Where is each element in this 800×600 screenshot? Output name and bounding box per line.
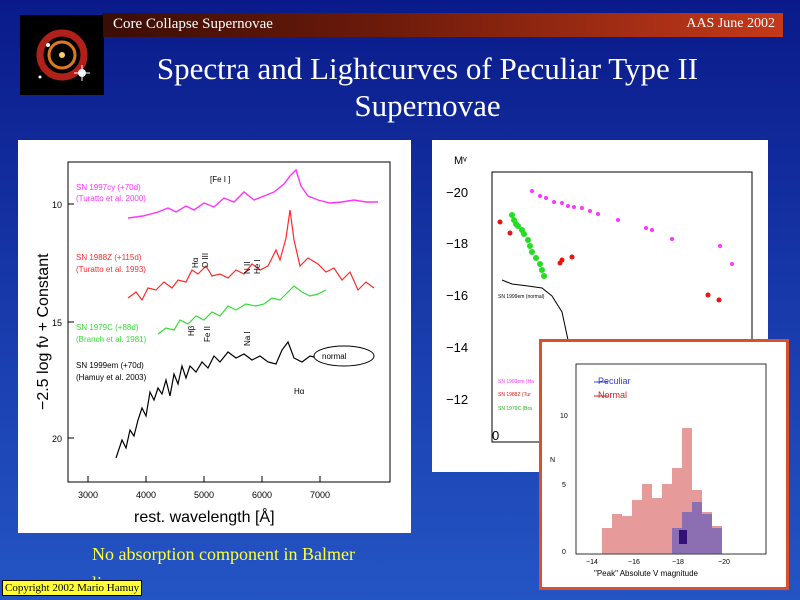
- spectra-x-tick-5000: 5000: [194, 490, 214, 500]
- hist-x-tick-20: −20: [718, 559, 730, 566]
- slide-title-line1: Spectra and Lightcurves of Peculiar Type…: [156, 51, 699, 86]
- lightcurve-y-tick-14: −14: [446, 340, 468, 355]
- spectrum-sn1999em: [115, 340, 327, 459]
- hist-x-tick-16: −16: [628, 559, 640, 566]
- lightcurve-y-label: Mᵛ: [454, 155, 467, 167]
- lightcurve-x-tick-0: 0: [492, 428, 499, 443]
- ref-sn1999em: (Hamuy et al. 2003): [76, 373, 147, 382]
- hist-y-tick-5: 5: [562, 482, 566, 489]
- slide-title-line2: Supernovae: [354, 88, 501, 123]
- spectra-y-tick-20: 20: [52, 434, 62, 444]
- line-ha-bottom: Hα: [294, 387, 305, 396]
- line-hei: He I: [253, 259, 262, 274]
- label-sn1988z: SN 1988Z (+115d): [76, 253, 142, 262]
- line-feI: [Fe I ]: [210, 175, 230, 184]
- label-sn1979c: SN 1979C (+88d): [76, 323, 139, 332]
- spectra-y-tick-10: 10: [52, 200, 62, 210]
- histogram-figure: Peculiar Normal N 0 5 10 −14 −16 −18 −20…: [539, 339, 789, 590]
- legend-sn1979c: SN 1979C (Bra: [498, 406, 532, 412]
- copyright-notice: Copyright 2002 Mario Hamuy: [2, 580, 143, 596]
- spectra-y-tick-15: 15: [52, 318, 62, 328]
- spectra-x-tick-4000: 4000: [136, 490, 156, 500]
- spectrum-sn1979c: [157, 285, 327, 335]
- line-nai: Na I: [243, 331, 252, 346]
- spectrum-sn1988z: [127, 209, 375, 302]
- hist-x-tick-18: −18: [672, 559, 684, 566]
- legend-normal-inset: SN 1999em (normal): [498, 294, 545, 300]
- label-sn1997cy: SN 1997cy (+70d): [76, 183, 141, 192]
- ref-sn1979c: (Branch et al. 1981): [76, 335, 147, 344]
- spectra-x-tick-7000: 7000: [310, 490, 330, 500]
- histogram-y-label: N: [550, 457, 555, 464]
- hist-y-tick-10: 10: [560, 413, 568, 420]
- lightcurve-y-tick-16: −16: [446, 288, 468, 303]
- header-topic: Core Collapse Supernovae: [113, 16, 273, 32]
- line-hb: Hβ: [187, 325, 196, 336]
- label-sn1999em: SN 1999em (+70d): [76, 361, 144, 370]
- spectrum-sn1997cy: [127, 168, 378, 219]
- hist-y-tick-0: 0: [562, 549, 566, 556]
- lightcurve-y-tick-12: −12: [446, 392, 468, 407]
- ref-sn1988z: (Turatto et al. 1993): [76, 265, 146, 274]
- lightcurve-y-tick-18: −18: [446, 236, 468, 251]
- legend-sn1988z: SN 1988Z (Tur: [498, 392, 531, 398]
- spectra-y-label: −2.5 log fν + Constant: [35, 253, 52, 410]
- line-oiii: O III: [201, 253, 210, 268]
- supernova-logo: [20, 15, 104, 95]
- spectra-figure: −2.5 log fν + Constant 10 15 20 3000 400…: [18, 140, 411, 533]
- legend-peculiar: Peculiar: [598, 376, 631, 386]
- line-nii: N II: [243, 262, 252, 274]
- histogram-x-label: "Peak" Absolute V magnitude: [594, 569, 699, 578]
- slide-title: Spectra and Lightcurves of Peculiar Type…: [100, 50, 755, 124]
- ref-sn1997cy: (Turatto et al. 2000): [76, 194, 146, 203]
- normal-annotation: normal: [322, 352, 347, 361]
- legend-normal: Normal: [598, 390, 627, 400]
- spectra-x-tick-3000: 3000: [78, 490, 98, 500]
- header-bar: Core Collapse Supernovae AAS June 2002: [103, 13, 783, 37]
- spectra-x-label: rest. wavelength [Å]: [134, 507, 275, 526]
- header-event: AAS June 2002: [686, 16, 775, 31]
- hist-x-tick-14: −14: [586, 559, 598, 566]
- line-feii: Fe II: [203, 326, 212, 342]
- lightcurve-y-tick-20: −20: [446, 185, 468, 200]
- spectra-x-tick-6000: 6000: [252, 490, 272, 500]
- line-ha-top: Hα: [191, 257, 200, 268]
- legend-sn1999em: SN 1999em (Ha: [498, 379, 534, 385]
